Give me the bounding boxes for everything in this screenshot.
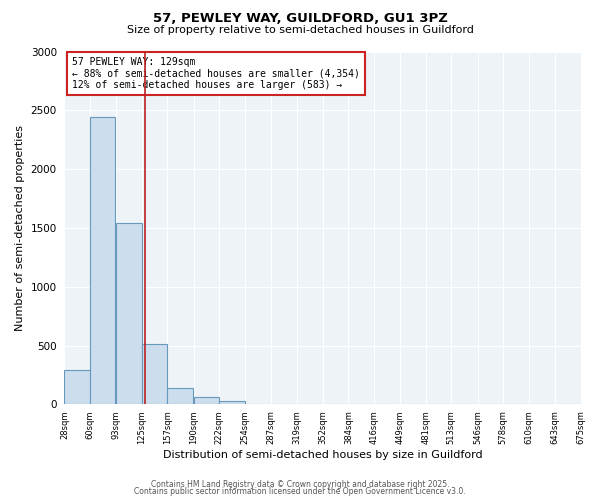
Bar — [64, 370, 90, 404]
Bar — [142, 344, 167, 405]
Bar — [194, 398, 219, 404]
Bar — [219, 402, 245, 404]
Title: 57, PEWLEY WAY, GUILDFORD, GU1 3PZ
Size of property relative to semi-detached ho: 57, PEWLEY WAY, GUILDFORD, GU1 3PZ Size … — [0, 499, 1, 500]
Bar — [116, 223, 142, 404]
Text: Contains public sector information licensed under the Open Government Licence v3: Contains public sector information licen… — [134, 487, 466, 496]
Text: 57, PEWLEY WAY, GUILDFORD, GU1 3PZ: 57, PEWLEY WAY, GUILDFORD, GU1 3PZ — [152, 12, 448, 26]
Text: Size of property relative to semi-detached houses in Guildford: Size of property relative to semi-detach… — [127, 25, 473, 35]
Text: Contains HM Land Registry data © Crown copyright and database right 2025.: Contains HM Land Registry data © Crown c… — [151, 480, 449, 489]
Bar — [167, 388, 193, 404]
Y-axis label: Number of semi-detached properties: Number of semi-detached properties — [15, 125, 25, 331]
Bar — [90, 118, 115, 405]
X-axis label: Distribution of semi-detached houses by size in Guildford: Distribution of semi-detached houses by … — [163, 450, 482, 460]
Text: 57 PEWLEY WAY: 129sqm
← 88% of semi-detached houses are smaller (4,354)
12% of s: 57 PEWLEY WAY: 129sqm ← 88% of semi-deta… — [72, 57, 360, 90]
